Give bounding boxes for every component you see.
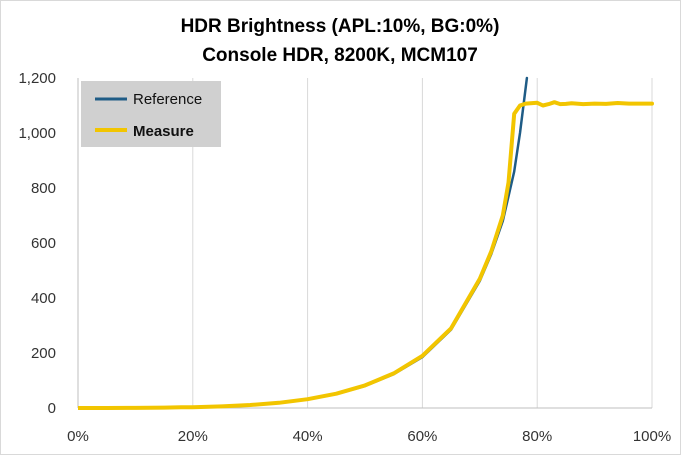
series-lines — [78, 76, 654, 410]
legend-background — [81, 81, 221, 147]
y-tick-label: 400 — [31, 290, 56, 307]
legend-label-reference: Reference — [133, 91, 202, 108]
y-tick-label: 0 — [48, 400, 56, 417]
y-tick-label: 1,000 — [18, 125, 56, 142]
x-axis-ticks: 0% 20% 40% 60% 80% 100% — [67, 428, 671, 445]
legend-label-measure: Measure — [133, 123, 194, 140]
y-tick-label: 600 — [31, 235, 56, 252]
chart-subtitle: Console HDR, 8200K, MCM107 — [202, 45, 478, 66]
x-tick-label: 40% — [293, 428, 323, 445]
y-axis-ticks: 0 200 400 600 800 1,000 1,200 — [18, 70, 56, 417]
chart-title: HDR Brightness (APL:10%, BG:0%) — [181, 16, 500, 37]
x-tick-label: 100% — [633, 428, 671, 445]
y-tick-label: 800 — [31, 180, 56, 197]
series-line-measure — [78, 100, 654, 410]
x-tick-label: 80% — [522, 428, 552, 445]
x-tick-label: 0% — [67, 428, 89, 445]
y-tick-label: 1,200 — [18, 70, 56, 87]
y-tick-label: 200 — [31, 345, 56, 362]
x-tick-label: 60% — [407, 428, 437, 445]
legend: Reference Measure — [81, 81, 221, 147]
x-tick-label: 20% — [178, 428, 208, 445]
